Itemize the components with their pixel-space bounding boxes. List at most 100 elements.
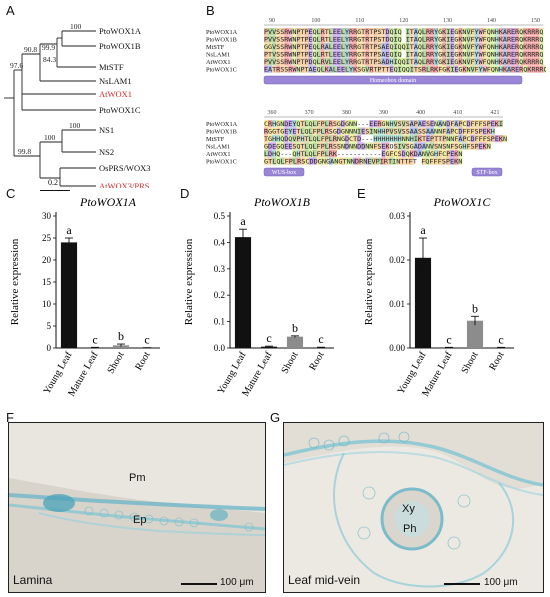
micrograph-caption-lamina: Lamina (13, 573, 53, 587)
tree-branches (4, 30, 96, 187)
panel-letter-g: G (270, 410, 281, 425)
y-tick-label: 0.01 (389, 299, 405, 309)
bootstrap-value: 99.9 (42, 43, 55, 52)
wus-box-bar (263, 167, 305, 177)
tree-taxon: PtoWOX1A (99, 26, 142, 36)
alignment-ruler-label: 380 (342, 110, 351, 116)
alignment-sequence: GDEGQEESQTLQLFPLRSSNDNNDDNNFSEKOSIVSGADA… (264, 144, 491, 151)
y-tick-label: 20 (42, 255, 52, 265)
y-tick-label: 0.5 (214, 211, 226, 221)
alignment-sequence: PVVSSRWNPTPEQLRTLEELYRRGTRTPSTDQIQ ITAQL… (264, 37, 544, 44)
bootstrap-value: 100 (70, 22, 82, 31)
x-tick-label: Root (307, 350, 326, 373)
x-tick-label: Shoot (279, 350, 300, 376)
chart-title: PtoWOX1C (433, 195, 492, 209)
alignment-sequence: PVVSSRWNPTPDQLRVLEELYRRGTRTPSADHIQQITAQL… (264, 59, 544, 66)
x-tick-label: Shoot (105, 350, 126, 376)
alignment-ruler-label: 100 (311, 18, 320, 24)
chart-d: PtoWOX1B Relative expression 0.0 0.1 0.2 0.3 0… (183, 195, 334, 399)
chart-ylabel: Relative expression (363, 238, 375, 325)
bar (414, 257, 432, 348)
y-tick-label: 0.02 (389, 255, 405, 265)
y-tick-label: 0.1 (214, 317, 225, 327)
alignment-seq-name: PtoWOX1C (206, 67, 237, 74)
tree-scale-bar (40, 190, 70, 191)
alignment-seq-name: PtoWOX1B (206, 129, 237, 136)
panel-letter-d: D (180, 186, 190, 201)
significance-letter: c (318, 332, 323, 346)
chart-e: PtoWOX1C Relative expression 0.00 0.01 0.02 0… (363, 195, 514, 399)
tree-scale-label: 0.2 (48, 178, 58, 187)
x-tick-label: Root (487, 350, 506, 373)
alignment-seq-name: PtoWOX1A (206, 121, 238, 128)
significance-letter: b (292, 321, 298, 335)
stf-box-bar-label: STF-box (476, 170, 497, 176)
label-ph: Ph (403, 523, 417, 535)
bootstrap-value: 84.3 (43, 55, 56, 64)
x-tick-label: Root (133, 350, 152, 373)
tree-taxon: PtoWOX1C (99, 105, 141, 115)
tree-taxon: PtoWOX1B (99, 41, 141, 51)
y-tick-label: 5 (47, 321, 52, 331)
significance-letter: c (446, 332, 451, 346)
alignment-sequence: CRHGNDEYQTLQLFPLRSGDGNN---EERGNHVSVSAPAE… (264, 121, 503, 128)
x-tick-label: Shoot (459, 350, 480, 376)
alignment-ruler-label: 360 (268, 110, 277, 116)
homeobox-domain-bar (263, 75, 523, 85)
alignment-sequence: EATRSSRWNPTAEQLKALEELYKSGVRTPTTEQIQQITSR… (264, 67, 546, 74)
alignment-ruler-label: 130 (443, 18, 452, 24)
chart-ylabel: Relative expression (183, 238, 195, 325)
panel-letter-f: F (6, 410, 14, 425)
y-tick-label: 0.4 (214, 237, 226, 247)
alignment-seq-name: PtoWOX1B (206, 37, 237, 44)
y-tick-label: 0 (47, 343, 52, 353)
y-tick-label: 0.0 (214, 343, 226, 353)
label-pm: Pm (129, 472, 146, 484)
phylogenetic-tree: PtoWOX1A PtoWOX1B MtSTF NsLAM1 AtWOX1 PtoWOX1… (4, 22, 150, 188)
bootstrap-value: 90.8 (24, 45, 37, 54)
alignment-ruler-label: 400 (416, 110, 425, 116)
y-tick-label: 0.03 (389, 211, 405, 221)
chart-c: PtoWOX1A Relative expression 0 5 10 15 20 25 30 a… (9, 195, 160, 399)
significance-letter: c (266, 331, 271, 345)
panel-letter-b: B (206, 3, 215, 18)
significance-letter: a (66, 223, 72, 237)
bar (312, 347, 330, 349)
chart-title: PtoWOX1A (79, 195, 137, 209)
alignment-sequence: PVVSSRWNPTPEQLRTLEELYRRGTRTPSTDQIQ ITAQL… (264, 29, 544, 36)
panel-letter-e: E (357, 186, 366, 201)
tree-taxon: AtWOX3/PRS (99, 181, 150, 188)
bootstrap-value: 100 (69, 121, 81, 130)
panel-letter-c: C (6, 186, 16, 201)
y-tick-label: 30 (42, 211, 52, 221)
alignment-seq-name: MtSTF (206, 44, 225, 51)
alignment-sequence: RGGTGEYETLQLFPLRSGDGNNNIESINHHPVSVSSAASS… (264, 129, 495, 136)
bar (86, 347, 104, 349)
chart-ylabel: Relative expression (9, 238, 21, 325)
y-tick-label: 0.3 (214, 264, 226, 274)
scale-bar-f (181, 583, 217, 585)
y-tick-label: 0.00 (389, 343, 405, 353)
micrograph-midvein: Xy Ph Leaf mid-vein 100 μm (283, 422, 544, 593)
tree-taxon: NsLAM1 (99, 76, 132, 86)
significance-letter: c (498, 332, 503, 346)
scale-bar-g (444, 583, 480, 585)
bar (260, 346, 278, 348)
lamina-tissue-image (9, 423, 265, 592)
y-tick-label: 10 (42, 299, 52, 309)
alignment-ruler-label: 410 (453, 110, 462, 116)
bar (492, 347, 510, 349)
tree-taxon: NS2 (99, 147, 114, 157)
significance-letter: b (118, 329, 124, 343)
alignment-seq-name: NsLAM1 (206, 52, 230, 59)
significance-letter: c (92, 332, 97, 346)
alignment-sequence: GGVSSRWNPTPEQLRALEELYRRGTRTPSAEQIQQITAQL… (264, 44, 544, 51)
alignment-sequence: TGHHQDQVPHTLQLFPLRNGDCTD---HHHHHHHNNHIKT… (264, 136, 507, 143)
alignment-ruler-label: 390 (379, 110, 388, 116)
midvein-tissue-image (284, 423, 543, 592)
alignment-ruler-label: 140 (487, 18, 496, 24)
alignment-seq-name: NsLAM1 (206, 144, 230, 151)
wus-box-bar-label: WUS-box (272, 170, 296, 176)
y-tick-label: 0.2 (214, 290, 225, 300)
alignment-seq-name: PtoWOX1A (206, 29, 238, 36)
